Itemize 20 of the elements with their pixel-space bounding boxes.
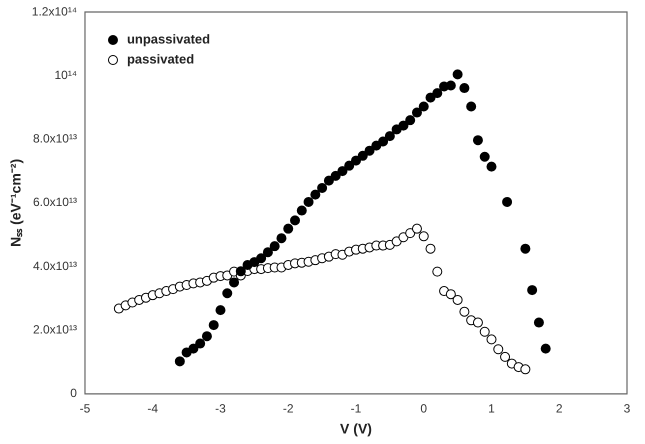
- y-axis-title: Nₛₛ (eV⁻¹cm⁻²): [7, 158, 24, 247]
- x-axis-title: V (V): [340, 420, 372, 436]
- x-tick-label: 0: [420, 401, 428, 416]
- x-tick-label: 2: [556, 401, 563, 416]
- y-tick-label: 1.2x10¹⁴: [32, 4, 77, 18]
- x-tick-label: 3: [624, 401, 631, 416]
- y-tick-label: 0: [70, 386, 78, 400]
- legend-label: unpassivated: [126, 32, 210, 47]
- x-tick-label: 1: [488, 401, 496, 416]
- x-tick-label: -4: [147, 401, 158, 416]
- y-tick-label: 6.0x10¹³: [32, 195, 77, 210]
- x-tick-label: -5: [80, 401, 91, 416]
- y-tick-label: 10¹⁴: [54, 68, 77, 82]
- x-tick-label: -2: [282, 401, 294, 416]
- y-tick-label: 2.0x10¹³: [32, 322, 77, 336]
- x-tick-label: -1: [350, 401, 362, 416]
- y-tick-label: 8.0x10¹³: [32, 132, 77, 146]
- y-tick-label: 4.0x10¹³: [32, 258, 77, 273]
- legend-label: passivated: [126, 52, 194, 67]
- x-tick-label: -3: [215, 401, 226, 416]
